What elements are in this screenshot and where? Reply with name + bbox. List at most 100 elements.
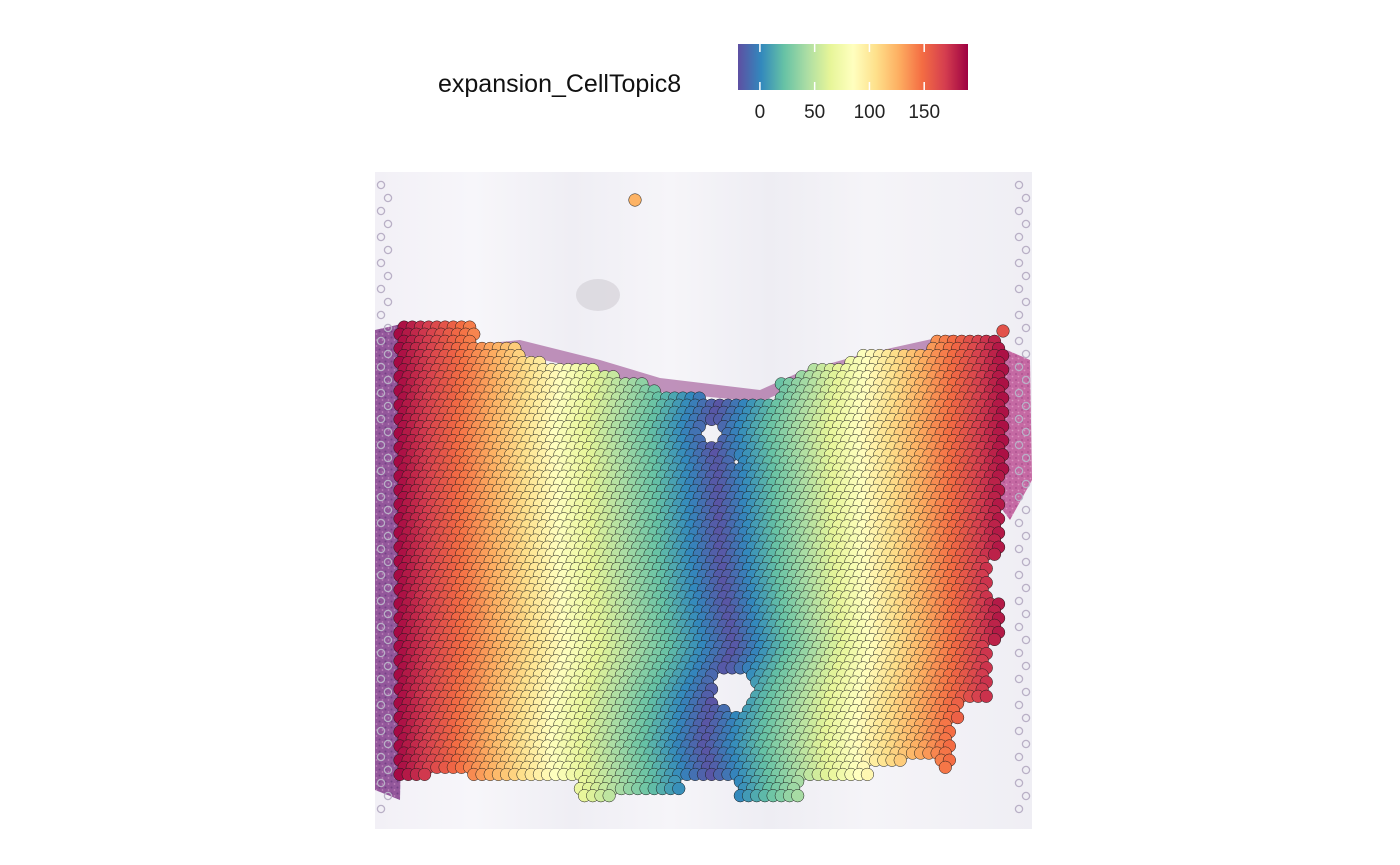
spot (672, 782, 686, 796)
fiducial-dot (1021, 479, 1031, 489)
fiducial-dot (1014, 466, 1024, 476)
fiducial-dot (383, 193, 393, 203)
colorbar-tick-label-100: 100 (853, 102, 886, 123)
fiducial-dot (376, 570, 386, 580)
fiducial-dot (1014, 674, 1024, 684)
fiducial-dot (1021, 297, 1031, 307)
fiducial-dot (1021, 219, 1031, 229)
fiducial-dot (383, 791, 393, 801)
fiducial-dot (1014, 544, 1024, 554)
fiducial-dot (1014, 284, 1024, 294)
spot (987, 547, 1002, 561)
fiducial-marks (376, 180, 1031, 814)
fiducial-dot (1021, 557, 1031, 567)
fiducial-dot (1021, 375, 1031, 385)
fiducial-dot (1014, 336, 1024, 346)
fiducial-dot (376, 752, 386, 762)
fiducial-dot (1021, 349, 1031, 359)
fiducial-dot (383, 219, 393, 229)
fiducial-dot (1014, 180, 1024, 190)
fiducial-dot (1014, 778, 1024, 788)
fiducial-dot (1021, 271, 1031, 281)
spots-layer (393, 193, 1010, 803)
fiducial-dot (1014, 570, 1024, 580)
fiducial-dot (1014, 648, 1024, 658)
fiducial-dot (1021, 245, 1031, 255)
fiducial-dot (1014, 362, 1024, 372)
fiducial-dot (1014, 518, 1024, 528)
spot (602, 789, 616, 803)
fiducial-dot (1014, 804, 1024, 814)
fiducial-dot (1014, 232, 1024, 242)
fiducial-dot (1014, 206, 1024, 216)
fiducial-dot (1014, 492, 1024, 502)
slide-smudge (576, 279, 620, 311)
fiducial-dot (1021, 687, 1031, 697)
fiducial-dot (383, 687, 393, 697)
fiducial-dot (383, 453, 393, 463)
fiducial-dot (376, 310, 386, 320)
fiducial-dot (1021, 765, 1031, 775)
fiducial-dot (376, 622, 386, 632)
fiducial-dot (376, 206, 386, 216)
fiducial-dot (376, 232, 386, 242)
fiducial-dot (376, 492, 386, 502)
fiducial-dot (1014, 622, 1024, 632)
fiducial-dot (376, 440, 386, 450)
fiducial-dot (1021, 427, 1031, 437)
fiducial-dot (376, 258, 386, 268)
fiducial-dot (376, 518, 386, 528)
fiducial-dot (1014, 752, 1024, 762)
fiducial-dot (376, 700, 386, 710)
fiducial-dot (376, 180, 386, 190)
fiducial-dot (376, 388, 386, 398)
fiducial-dot (383, 583, 393, 593)
fiducial-dot (376, 362, 386, 372)
fiducial-dot (383, 479, 393, 489)
fiducial-dot (376, 648, 386, 658)
fiducial-dot (1014, 388, 1024, 398)
fiducial-dot (1021, 193, 1031, 203)
fiducial-dot (1021, 505, 1031, 515)
fiducial-dot (1021, 739, 1031, 749)
spot (987, 632, 1002, 647)
fiducial-dot (1014, 310, 1024, 320)
fiducial-dot (1021, 713, 1031, 723)
fiducial-dot (376, 804, 386, 814)
spot (791, 789, 805, 803)
fiducial-dot (376, 544, 386, 554)
colorbar-tick-label-0: 0 (754, 102, 766, 123)
fiducial-dot (376, 778, 386, 788)
fiducial-dot (1021, 453, 1031, 463)
colorbar-tick-label-50: 50 (804, 102, 826, 123)
fiducial-dot (1014, 596, 1024, 606)
spot (938, 760, 952, 774)
fiducial-dot (1021, 609, 1031, 619)
fiducial-dot (376, 596, 386, 606)
fiducial-dot (383, 739, 393, 749)
fiducial-dot (1021, 791, 1031, 801)
fiducial-dot (383, 245, 393, 255)
colorbar-gradient (738, 44, 968, 90)
spot (951, 711, 965, 725)
fiducial-dot (1014, 440, 1024, 450)
fiducial-dot (383, 713, 393, 723)
colorbar (738, 44, 968, 90)
fiducial-dot (383, 609, 393, 619)
isolated-spot (996, 324, 1010, 338)
fiducial-dot (376, 284, 386, 294)
fiducial-dot (383, 401, 393, 411)
fiducial-dot (1021, 323, 1031, 333)
fiducial-dot (383, 349, 393, 359)
spot (979, 689, 993, 703)
legend-title: expansion_CellTopic8 (438, 70, 682, 98)
fiducial-dot (383, 375, 393, 385)
spot (418, 767, 432, 781)
fiducial-dot (383, 765, 393, 775)
spot (893, 753, 907, 767)
fiducial-dot (376, 336, 386, 346)
fiducial-dot (383, 531, 393, 541)
fiducial-dot (376, 414, 386, 424)
fiducial-dot (1014, 726, 1024, 736)
